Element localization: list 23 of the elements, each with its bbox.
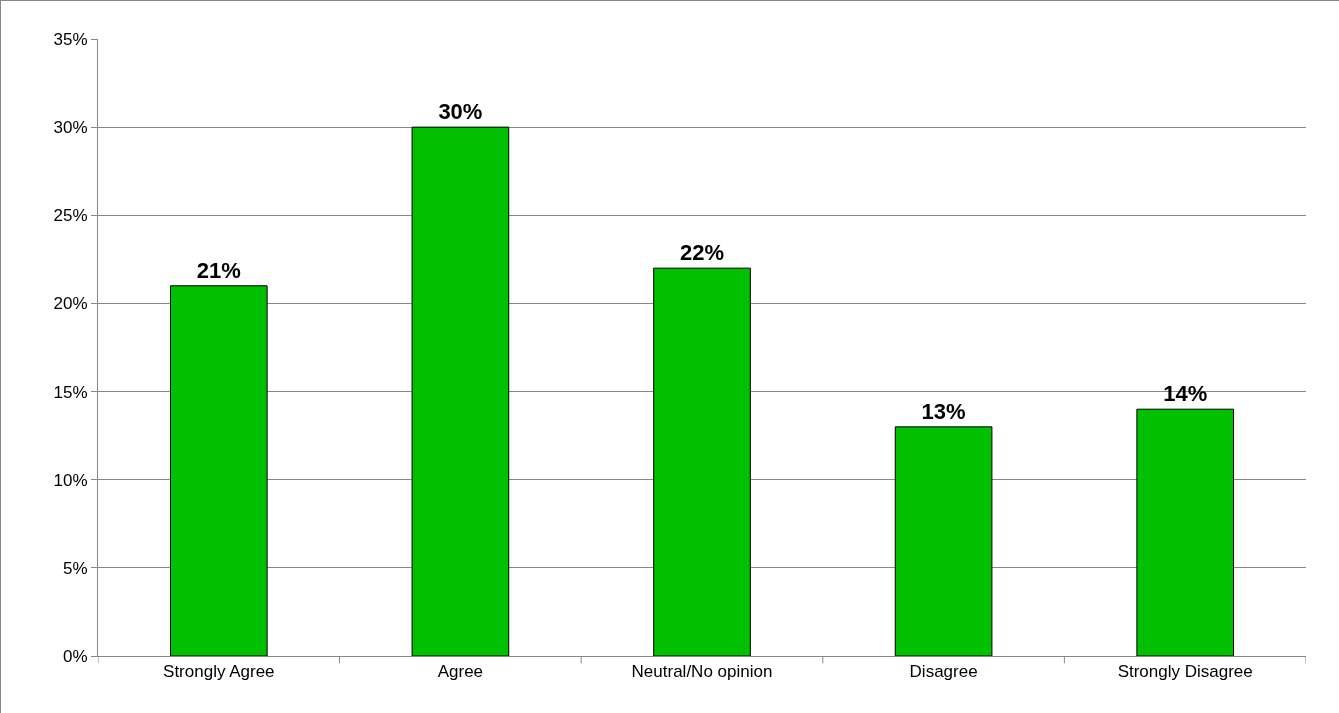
bar [169, 285, 268, 656]
y-tick-label: 5% [63, 558, 88, 578]
y-tick-label: 15% [53, 382, 88, 402]
data-label: 13% [921, 398, 966, 424]
data-label: 22% [679, 240, 725, 266]
bar [411, 126, 510, 656]
x-tick-label: Strongly Agree [163, 662, 275, 682]
data-label: 14% [1163, 381, 1208, 407]
y-tick-label: 25% [53, 206, 88, 226]
bar [894, 426, 993, 656]
bar [1136, 408, 1235, 656]
bar [653, 267, 751, 656]
x-tick-label: Disagree [909, 662, 978, 682]
data-label: 21% [196, 257, 241, 283]
x-tick-label: Agree [437, 662, 484, 682]
x-tick-label: Neutral/No opinion [631, 662, 773, 682]
y-tick-label: 35% [53, 29, 88, 49]
x-tick-label: Strongly Disagree [1117, 662, 1253, 682]
y-tick-label: 10% [53, 470, 88, 490]
data-label: 30% [438, 99, 483, 125]
y-tick-label: 0% [63, 646, 88, 666]
y-tick-label: 20% [53, 294, 88, 314]
y-tick-label: 30% [53, 118, 88, 138]
